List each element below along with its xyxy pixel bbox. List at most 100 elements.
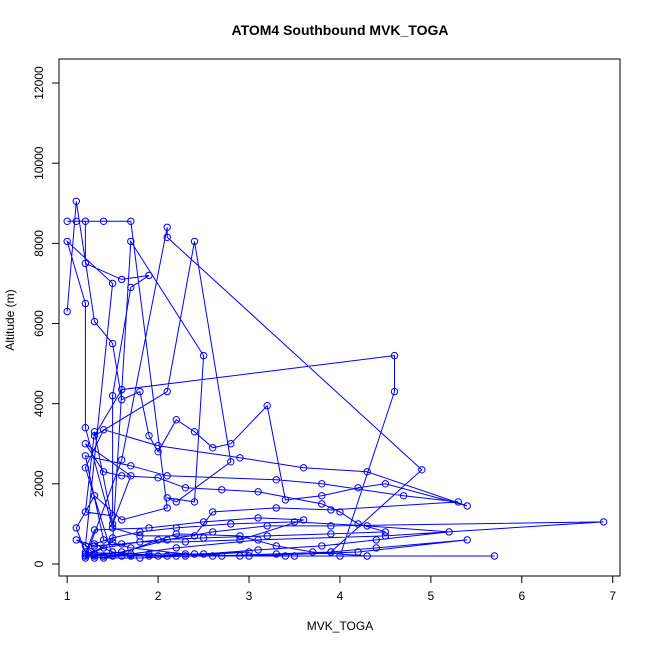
- data-point: [72, 524, 81, 532]
- x-axis-label: MVK_TOGA: [307, 619, 373, 633]
- plot-frame: [58, 58, 621, 577]
- data-point: [318, 492, 326, 500]
- data-point: [90, 526, 99, 534]
- data-point: [136, 528, 144, 536]
- data-point: [254, 546, 262, 554]
- chart-title: ATOM4 Southbound MVK_TOGA: [232, 22, 449, 38]
- y-axis-label: Altitude (m): [3, 289, 17, 350]
- data-point: [136, 387, 144, 396]
- data-point: [81, 550, 90, 558]
- data-point: [154, 474, 162, 482]
- data-point: [463, 536, 471, 544]
- x-tick-label: 2: [155, 589, 162, 603]
- y-tick-label: 12000: [32, 66, 46, 100]
- data-point: [336, 508, 344, 516]
- x-tick-label: 4: [337, 589, 344, 603]
- data-point: [90, 552, 99, 560]
- data-point: [145, 550, 153, 558]
- data-point: [99, 544, 108, 552]
- data-point: [72, 197, 81, 206]
- data-point: [245, 552, 253, 560]
- data-point: [108, 524, 117, 532]
- data-point: [227, 458, 235, 466]
- x-tick-label: 7: [609, 589, 616, 603]
- data-point: [209, 444, 217, 452]
- y-tick-label: 2000: [32, 470, 46, 497]
- data-point: [254, 536, 262, 544]
- data-point: [390, 387, 399, 396]
- data-point: [336, 552, 344, 560]
- data-point: [81, 217, 90, 226]
- data-point: [163, 494, 171, 502]
- data-point: [136, 538, 144, 546]
- data-point: [327, 506, 335, 514]
- data-point: [281, 552, 290, 560]
- plot-area: [63, 197, 608, 562]
- data-point: [90, 540, 99, 548]
- data-point: [390, 351, 399, 360]
- data-point: [72, 217, 81, 226]
- data-point: [381, 532, 390, 540]
- data-point: [327, 530, 335, 538]
- data-point: [108, 279, 117, 288]
- data-point: [454, 498, 462, 506]
- data-point: [490, 552, 499, 560]
- data-point: [127, 237, 135, 246]
- data-point: [236, 536, 244, 544]
- data-point: [154, 442, 162, 450]
- data-point: [263, 532, 271, 540]
- data-point: [190, 550, 199, 558]
- data-point: [81, 424, 90, 432]
- data-point: [90, 432, 99, 440]
- data-point: [354, 520, 362, 528]
- data-point: [227, 520, 235, 528]
- y-tick-label: 10000: [32, 146, 46, 180]
- data-point: [190, 498, 199, 506]
- data-point: [127, 472, 135, 480]
- data-point: [99, 536, 108, 544]
- data-point: [272, 542, 280, 550]
- data-point: [181, 484, 190, 492]
- data-point: [172, 498, 181, 506]
- data-point: [281, 496, 290, 504]
- data-point: [118, 552, 126, 560]
- data-point: [127, 550, 135, 558]
- data-point: [81, 508, 90, 516]
- data-point: [327, 548, 335, 556]
- data-point: [318, 480, 326, 488]
- data-point: [199, 534, 208, 542]
- data-point: [81, 440, 90, 448]
- data-point: [127, 217, 135, 226]
- data-point: [363, 522, 371, 530]
- data-point: [127, 552, 135, 560]
- data-point: [318, 542, 326, 550]
- data-point: [163, 223, 171, 232]
- data-point: [145, 432, 153, 440]
- data-point: [172, 552, 181, 560]
- data-point: [90, 492, 99, 500]
- data-point: [263, 522, 271, 530]
- data-point: [163, 552, 171, 560]
- data-point: [99, 468, 108, 476]
- data-point: [263, 402, 271, 410]
- data-point: [209, 508, 217, 516]
- data-point: [181, 552, 190, 560]
- data-point: [372, 544, 380, 552]
- data-point: [254, 514, 262, 522]
- data-point: [108, 339, 117, 348]
- data-point: [290, 552, 299, 560]
- data-point: [118, 540, 126, 548]
- data-point: [199, 518, 208, 526]
- data-point: [72, 536, 81, 544]
- data-point: [81, 464, 90, 472]
- data-point: [327, 522, 335, 530]
- data-point: [145, 552, 153, 560]
- data-point: [309, 548, 317, 556]
- data-point: [118, 396, 126, 404]
- y-tick-label: 4000: [32, 390, 46, 417]
- data-point: [81, 552, 90, 560]
- data-point: [272, 504, 280, 512]
- data-point: [599, 518, 608, 526]
- data-point: [163, 536, 171, 544]
